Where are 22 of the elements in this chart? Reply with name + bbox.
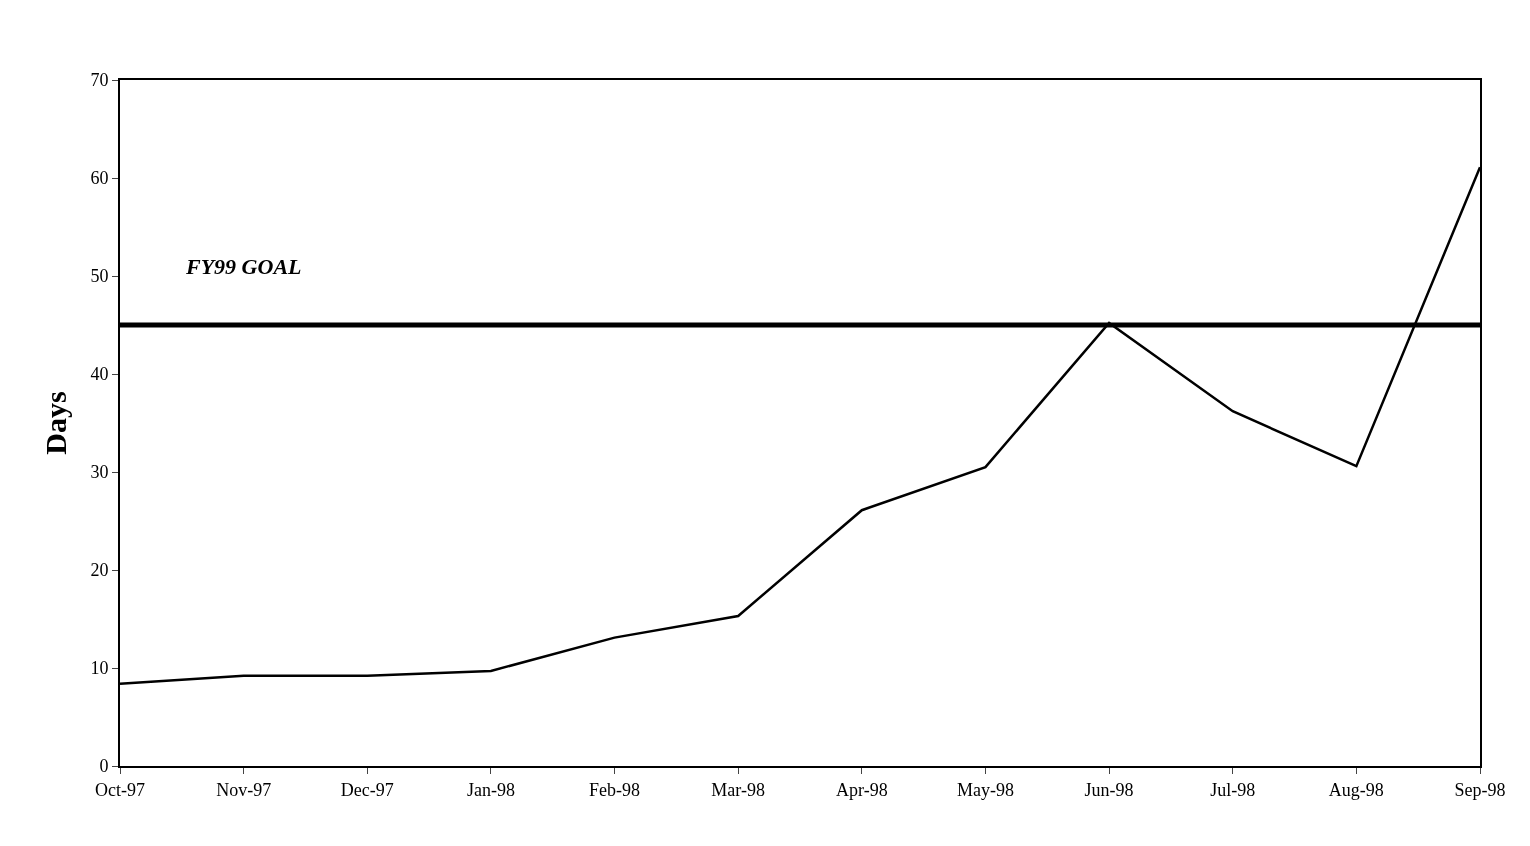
ref-line-label: FY99 GOAL <box>185 254 302 279</box>
x-tick-label: Dec-97 <box>340 779 394 800</box>
y-tick-label: 10 <box>90 658 109 679</box>
y-tick-label: 0 <box>99 756 109 777</box>
y-tick-label: 50 <box>90 266 109 287</box>
y-tick-label: 40 <box>90 364 109 385</box>
x-tick-label: Sep-98 <box>1454 779 1506 800</box>
x-tick-label: Jun-98 <box>1084 779 1134 800</box>
y-tick-label: 30 <box>90 462 109 483</box>
x-tick-label: Aug-98 <box>1328 779 1384 800</box>
x-tick-label: Jan-98 <box>466 779 515 800</box>
x-tick-label: Jul-98 <box>1210 779 1256 800</box>
y-tick-label: 20 <box>90 560 109 581</box>
y-axis-title: Days <box>38 391 72 455</box>
x-tick-label: May-98 <box>956 779 1014 800</box>
y-tick-label: 70 <box>90 70 109 91</box>
x-tick-label: Nov-97 <box>216 779 272 800</box>
y-tick-label: 60 <box>90 168 109 189</box>
x-tick-label: Feb-98 <box>589 779 641 800</box>
x-tick-label: Apr-98 <box>836 779 888 800</box>
x-tick-label: Mar-98 <box>711 779 765 800</box>
x-tick-label: Oct-97 <box>95 779 145 800</box>
